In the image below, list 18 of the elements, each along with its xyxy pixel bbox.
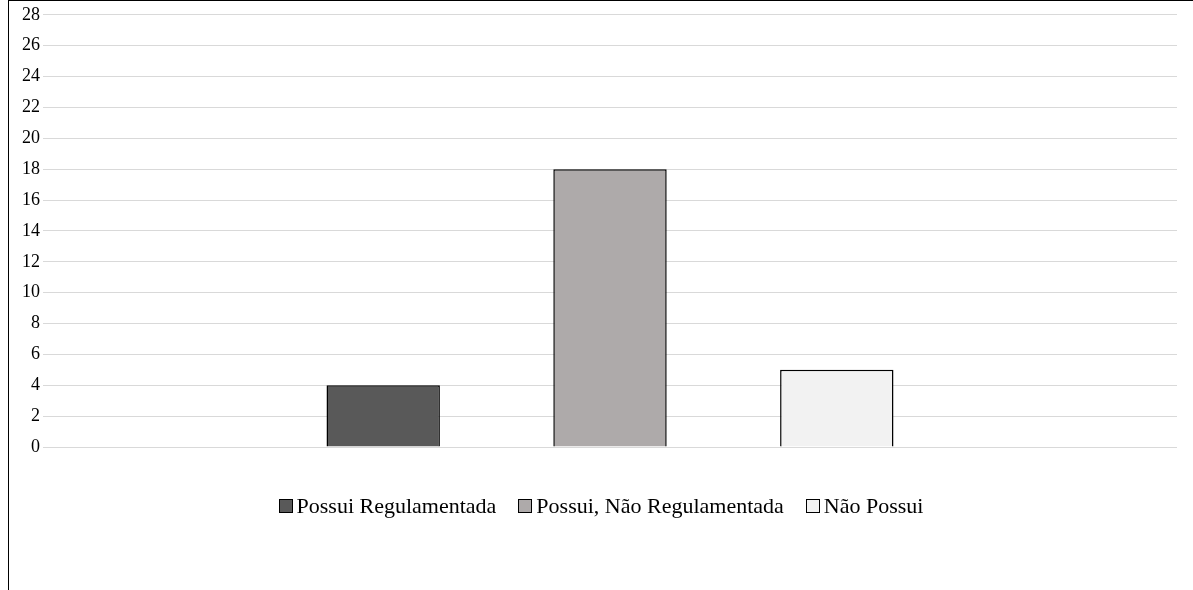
y-tick-label: 12 xyxy=(22,250,40,271)
y-tick-label: 6 xyxy=(31,343,40,364)
y-tick-label: 18 xyxy=(22,157,40,178)
y-tick-label: 28 xyxy=(22,3,40,24)
legend-label: Possui, Não Regulamentada xyxy=(536,493,784,519)
y-tick-label: 4 xyxy=(31,373,40,394)
text: Não Possui xyxy=(823,493,924,519)
y-tick-label: 8 xyxy=(31,312,40,333)
y-tick-label: 24 xyxy=(22,65,40,86)
y-tick-label: 14 xyxy=(22,219,40,240)
legend-label: Possui Regulamentada xyxy=(296,493,497,519)
y-tick-label: 22 xyxy=(22,96,40,117)
y-tick-label: 2 xyxy=(31,404,40,425)
y-tick-label: 16 xyxy=(22,188,40,209)
y-tick-label: 26 xyxy=(22,34,40,55)
y-tick-label: 10 xyxy=(22,281,40,302)
y-tick-label: 0 xyxy=(31,435,40,456)
y-tick-label: 20 xyxy=(22,127,40,148)
